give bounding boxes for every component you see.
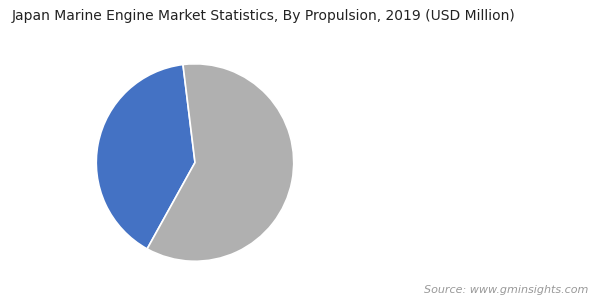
Wedge shape (96, 64, 195, 249)
Text: Source: www.gminsights.com: Source: www.gminsights.com (424, 285, 588, 295)
Text: Japan Marine Engine Market Statistics, By Propulsion, 2019 (USD Million): Japan Marine Engine Market Statistics, B… (12, 9, 516, 23)
Wedge shape (147, 64, 294, 261)
